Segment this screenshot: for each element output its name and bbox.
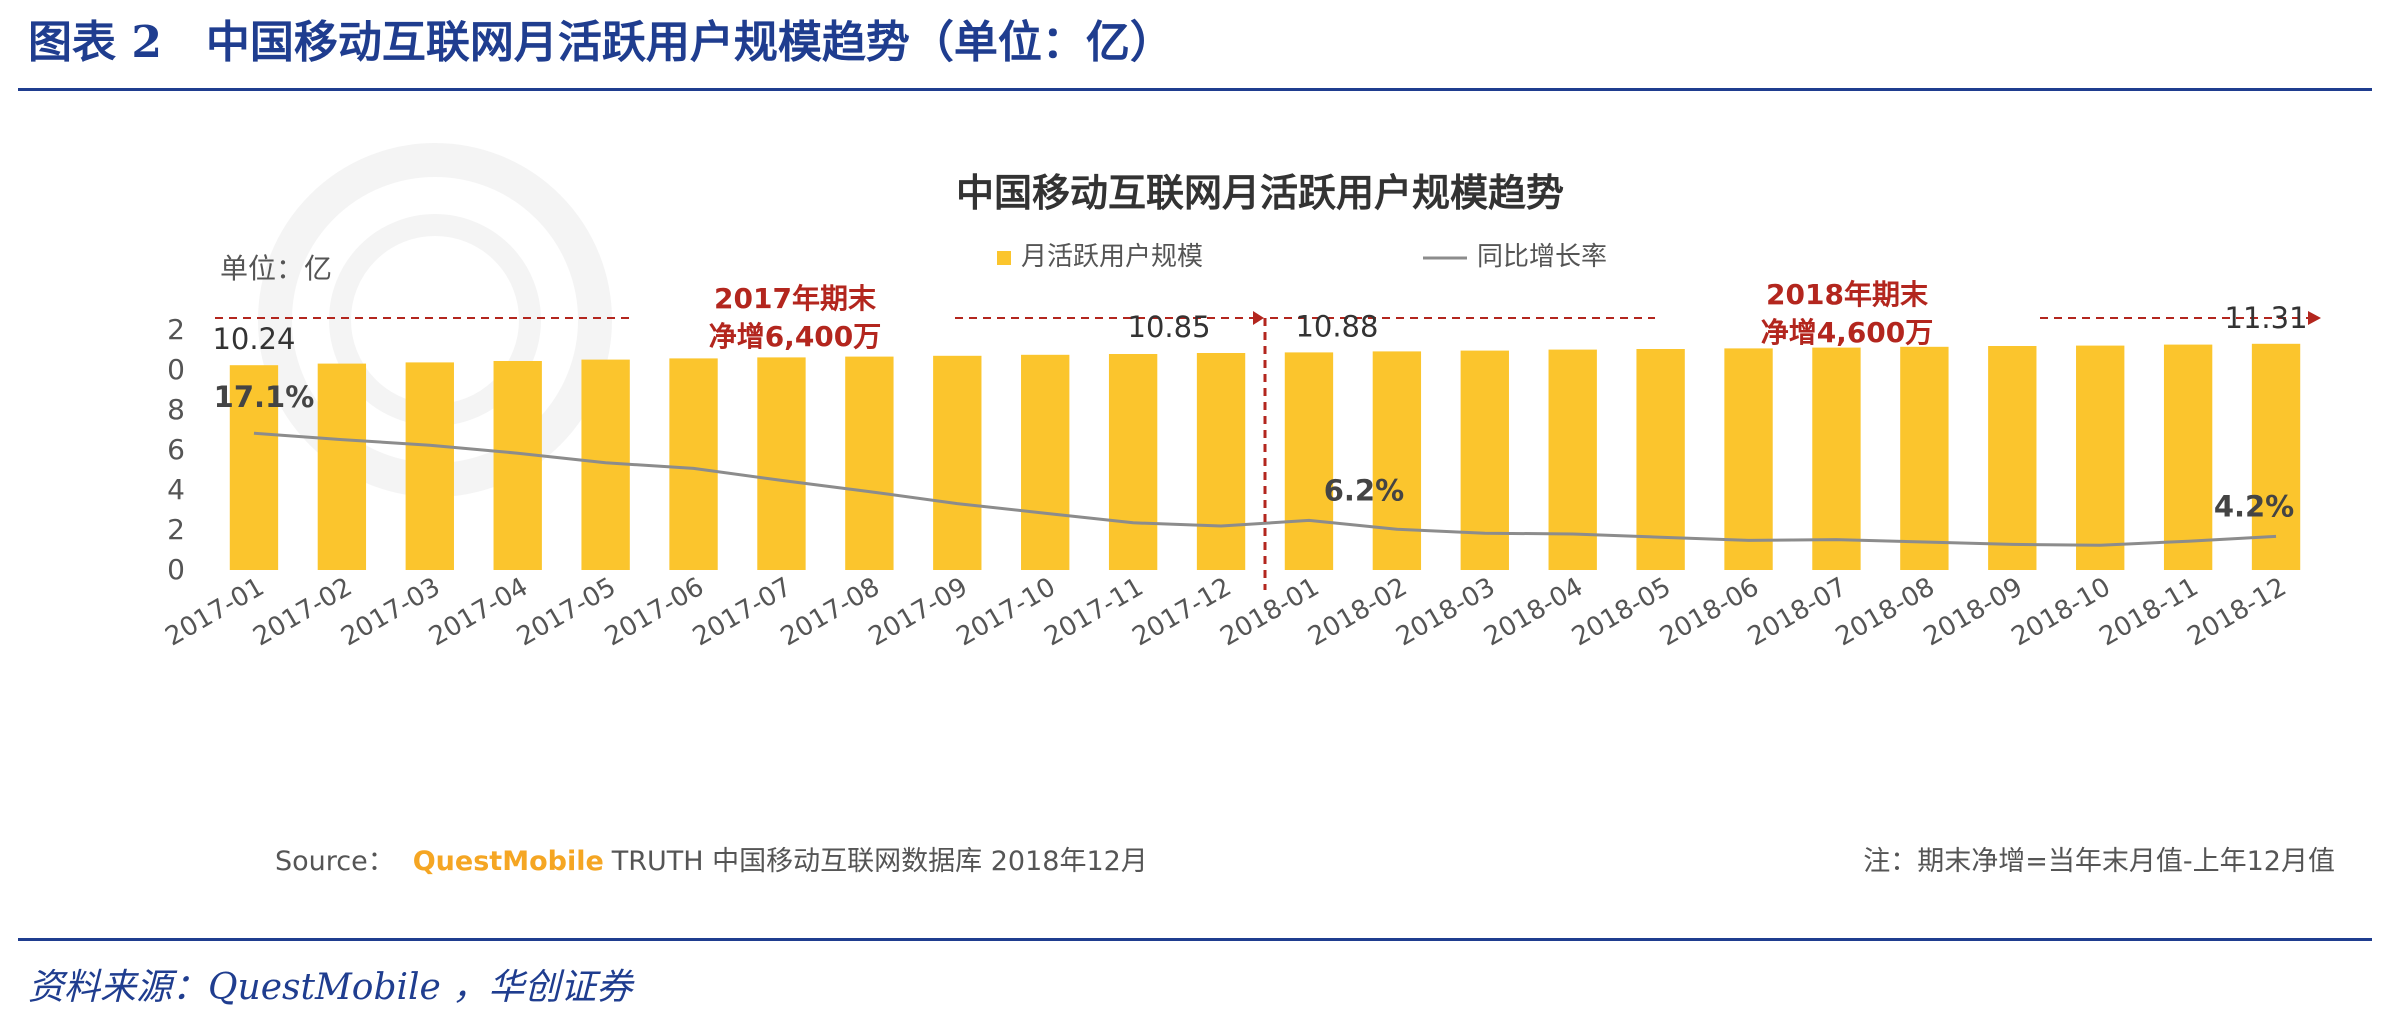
y-tick-label: 6 xyxy=(167,433,185,466)
x-tick-label: 2017-02 xyxy=(248,572,357,652)
bar-value-label: 11.31 xyxy=(2225,301,2308,335)
bar-2018-04 xyxy=(1548,349,1597,570)
x-tick-label: 2017-07 xyxy=(688,572,797,652)
x-tick-label: 2018-04 xyxy=(1479,572,1588,652)
bar-2017-08 xyxy=(845,356,894,570)
x-axis-labels: 2017-012017-022017-032017-042017-052017-… xyxy=(165,572,2292,652)
bar-value-label: 10.88 xyxy=(1295,309,1378,343)
bar-series xyxy=(229,343,2301,570)
x-tick-label: 2017-11 xyxy=(1040,572,1149,652)
bar-2018-01 xyxy=(1284,352,1334,570)
growth-value-label: 6.2% xyxy=(1324,473,1404,507)
bar-2017-01 xyxy=(229,365,279,570)
y-tick-label: 12 xyxy=(165,313,185,346)
bar-2018-08 xyxy=(1900,346,1949,570)
bar-2017-03 xyxy=(405,362,454,570)
x-tick-label: 2018-05 xyxy=(1567,572,1676,652)
growth-value-label: 4.2% xyxy=(2214,489,2294,523)
x-tick-label: 2018-03 xyxy=(1391,572,1500,652)
bar-2018-02 xyxy=(1372,351,1422,570)
footer-source: 资料来源：QuestMobile ，华创证券 xyxy=(28,967,633,1008)
bar-2017-06 xyxy=(669,358,718,570)
arrow-head-2018 xyxy=(2308,311,2321,325)
y-tick-label: 8 xyxy=(167,393,185,426)
x-tick-label: 2018-09 xyxy=(1919,572,2028,652)
annotation-2017: 2017年期末 xyxy=(714,282,876,315)
bar-2017-02 xyxy=(317,363,367,570)
legend-line-label: 同比增长率 xyxy=(1477,242,1607,272)
y-tick-label: 10 xyxy=(165,353,185,386)
arrow-head-2017 xyxy=(1253,311,1264,325)
x-tick-label: 2018-02 xyxy=(1303,572,1412,652)
bar-2018-07 xyxy=(1812,347,1861,570)
legend-bar-label: 月活跃用户规模 xyxy=(1021,242,1203,272)
x-tick-label: 2018-06 xyxy=(1655,572,1764,652)
bar-2017-12 xyxy=(1196,353,1246,570)
growth-line-series xyxy=(253,431,2277,547)
annotation-2018: 净增4,600万 xyxy=(1761,316,1934,349)
chart-title: 中国移动互联网月活跃用户规模趋势 xyxy=(956,171,1564,215)
bar-2017-07 xyxy=(757,357,806,570)
chart-note: 注：期末净增=当年末月值-上年12月值 xyxy=(1863,846,2335,877)
x-tick-label: 2018-07 xyxy=(1743,572,1852,652)
top-divider xyxy=(18,88,2372,91)
bar-2017-10 xyxy=(1021,354,1070,570)
source-prefix: Source： xyxy=(275,846,395,877)
bar-2017-09 xyxy=(933,355,982,570)
y-axis: 0 2 4 6 8 10 12 xyxy=(165,313,185,586)
unit-label: 单位：亿 xyxy=(220,252,332,285)
source-brand: QuestMobile xyxy=(413,846,604,877)
x-tick-label: 2017-12 xyxy=(1127,572,1236,652)
x-tick-label: 2018-10 xyxy=(2007,572,2116,652)
x-tick-label: 2018-08 xyxy=(1831,572,1940,652)
x-tick-label: 2017-04 xyxy=(424,572,533,652)
bar-2018-12 xyxy=(2251,343,2301,570)
annotation-2017: 净增6,400万 xyxy=(709,320,882,353)
chart-svg: 中国移动互联网月活跃用户规模趋势 月活跃用户规模 同比增长率 单位：亿 0 2 4 6… xyxy=(165,143,2335,877)
annotation-2018: 2018年期末 xyxy=(1766,278,1928,311)
bar-2018-06 xyxy=(1724,348,1773,570)
page-title: 图表 2 中国移动互联网月活跃用户规模趋势（单位：亿） xyxy=(28,17,1174,68)
x-tick-label: 2017-03 xyxy=(336,572,445,652)
x-tick-label: 2017-06 xyxy=(600,572,709,652)
x-tick-label: 2017-09 xyxy=(864,572,973,652)
x-tick-label: 2017-08 xyxy=(776,572,885,652)
bar-value-label: 10.85 xyxy=(1128,310,1211,344)
growth-line xyxy=(253,431,2277,547)
legend: 月活跃用户规模 同比增长率 xyxy=(997,242,1607,272)
chart-container: 中国移动互联网月活跃用户规模趋势 月活跃用户规模 同比增长率 单位：亿 0 2 4 6… xyxy=(165,110,2355,900)
legend-bar-swatch xyxy=(997,251,1011,265)
data-labels: 10.24 10.85 10.88 11.31 17.1% 6.2% 4.2% xyxy=(212,301,2307,524)
bar-2018-05 xyxy=(1636,349,1685,570)
bar-2017-04 xyxy=(493,361,542,570)
bar-2018-03 xyxy=(1460,350,1509,570)
x-tick-label: 2018-11 xyxy=(2095,572,2204,652)
bar-2018-09 xyxy=(1988,346,2037,570)
y-tick-label: 2 xyxy=(167,513,185,546)
y-tick-label: 4 xyxy=(167,473,185,506)
bar-2018-11 xyxy=(2163,344,2213,570)
bottom-divider xyxy=(18,938,2372,941)
x-tick-label: 2017-05 xyxy=(512,572,621,652)
x-tick-label: 2018-01 xyxy=(1215,572,1324,652)
y-tick-label: 0 xyxy=(167,553,185,586)
chart-source: Source： QuestMobile TRUTH 中国移动互联网数据库 2018年… xyxy=(275,846,1148,877)
x-tick-label: 2017-10 xyxy=(952,572,1061,652)
bar-value-label: 10.24 xyxy=(212,322,295,356)
bar-2017-11 xyxy=(1108,354,1158,570)
source-rest: TRUTH 中国移动互联网数据库 2018年12月 xyxy=(611,846,1148,877)
growth-value-label: 17.1% xyxy=(214,380,315,414)
bar-2018-10 xyxy=(2076,345,2125,570)
x-tick-label: 2018-12 xyxy=(2182,572,2291,652)
